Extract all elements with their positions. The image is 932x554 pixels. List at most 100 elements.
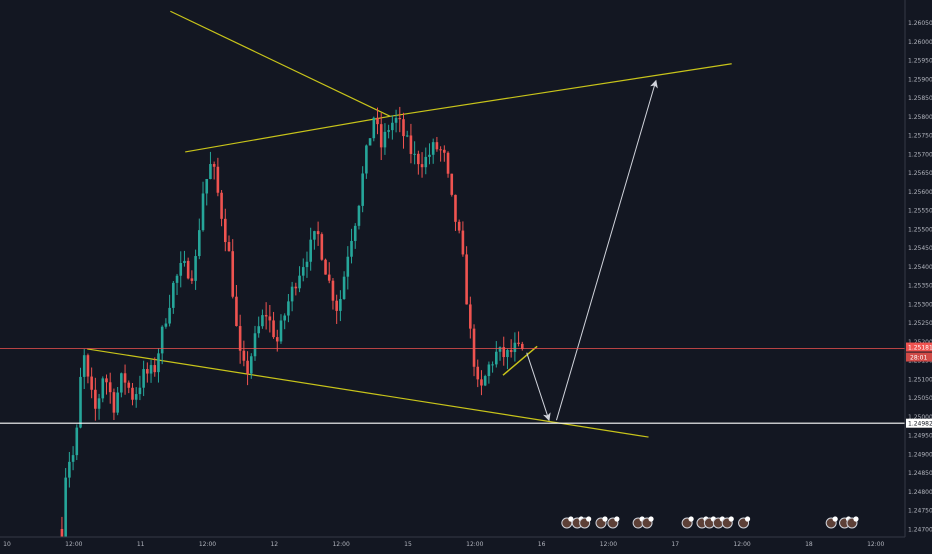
candle xyxy=(227,242,231,252)
event-badge xyxy=(832,516,838,522)
small-support-line[interactable] xyxy=(502,345,538,376)
candle xyxy=(287,301,290,316)
candle xyxy=(90,376,93,390)
event-marker[interactable] xyxy=(681,516,694,529)
candle xyxy=(142,369,145,388)
current-price-tag xyxy=(906,342,932,352)
candle xyxy=(305,261,309,268)
time-axis-tick: 17 xyxy=(671,541,679,548)
price-axis-tick: 1.24700 xyxy=(908,527,932,534)
event-badge xyxy=(648,516,654,522)
candle xyxy=(461,230,465,255)
candle xyxy=(327,274,331,281)
candle xyxy=(361,173,364,206)
time-axis-tick: 12:00 xyxy=(867,541,884,548)
event-marker[interactable] xyxy=(579,516,592,529)
price-axis-tick: 1.25600 xyxy=(908,189,932,196)
candle xyxy=(134,394,138,400)
price-axis-tick: 1.25700 xyxy=(908,151,932,158)
price-axis-bg xyxy=(905,0,932,550)
candle xyxy=(301,267,305,276)
candle xyxy=(131,387,134,400)
time-axis-tick: 12:00 xyxy=(332,541,349,548)
candle xyxy=(472,328,476,367)
event-marker[interactable] xyxy=(738,516,751,529)
candle xyxy=(520,343,524,349)
candle xyxy=(205,179,209,194)
candle xyxy=(294,286,298,289)
candle xyxy=(164,323,168,327)
candle xyxy=(394,118,398,123)
candle xyxy=(491,364,494,366)
price-axis-tick: 1.25250 xyxy=(908,320,932,327)
event-marker[interactable] xyxy=(846,516,859,529)
candle xyxy=(335,300,338,311)
projection-arrow-down[interactable] xyxy=(526,352,551,422)
event-badge xyxy=(614,516,620,522)
candle xyxy=(346,256,350,277)
time-axis-tick: 12:00 xyxy=(600,541,617,548)
price-axis-tick: 1.25550 xyxy=(908,208,932,215)
event-badge xyxy=(744,516,751,522)
price-axis-tick: 1.26000 xyxy=(908,39,932,46)
candle xyxy=(253,333,257,357)
candle xyxy=(309,239,312,262)
time-axis-tick: 18 xyxy=(805,541,813,548)
candle xyxy=(268,316,272,321)
candle xyxy=(201,193,205,231)
candle xyxy=(513,342,517,353)
candle xyxy=(86,355,90,377)
candle xyxy=(242,350,246,361)
candle xyxy=(223,218,227,243)
price-axis-tick: 1.24800 xyxy=(908,489,932,496)
candle xyxy=(487,364,491,377)
event-marker[interactable] xyxy=(607,516,620,529)
event-marker[interactable] xyxy=(721,516,734,529)
target-level-tag xyxy=(906,418,932,428)
candle xyxy=(298,275,301,289)
candle xyxy=(413,153,416,155)
candle xyxy=(275,337,279,342)
target-level-label: 1.24982 xyxy=(908,421,932,428)
candle xyxy=(112,392,116,413)
upper-trendline-extension[interactable] xyxy=(390,63,732,117)
price-axis-tick: 1.25350 xyxy=(908,283,932,290)
candle xyxy=(465,254,468,305)
price-axis-tick: 1.24750 xyxy=(908,508,932,515)
candle xyxy=(368,138,372,146)
candle xyxy=(123,373,127,383)
candle xyxy=(179,263,183,276)
event-badge xyxy=(853,516,859,522)
upper-trendline[interactable] xyxy=(185,115,391,153)
price-axis-tick: 1.25050 xyxy=(908,395,932,402)
candle xyxy=(398,118,402,120)
descending-trendline[interactable] xyxy=(170,10,391,117)
candle xyxy=(60,529,64,538)
candle xyxy=(97,398,101,409)
event-marker[interactable] xyxy=(561,516,574,529)
candle xyxy=(264,315,268,317)
candle xyxy=(68,461,71,478)
candle xyxy=(290,286,294,302)
event-marker[interactable] xyxy=(595,516,608,529)
candle xyxy=(183,260,186,264)
time-axis-tick: 15 xyxy=(404,541,412,548)
candle xyxy=(417,153,420,165)
candle xyxy=(101,378,105,399)
price-axis-tick: 1.26050 xyxy=(908,20,932,27)
candle xyxy=(231,251,235,297)
time-axis-tick: 12:00 xyxy=(199,541,216,548)
price-axis-tick: 1.24950 xyxy=(908,433,932,440)
projection-arrow-up[interactable] xyxy=(555,79,658,421)
candle xyxy=(94,389,97,409)
event-marker[interactable] xyxy=(825,516,838,529)
lower-trendline[interactable] xyxy=(87,348,649,438)
candle xyxy=(313,231,316,240)
candle xyxy=(108,382,112,393)
candle xyxy=(469,304,472,329)
event-badge xyxy=(728,516,734,522)
event-marker[interactable] xyxy=(641,516,654,529)
candle xyxy=(446,152,450,174)
